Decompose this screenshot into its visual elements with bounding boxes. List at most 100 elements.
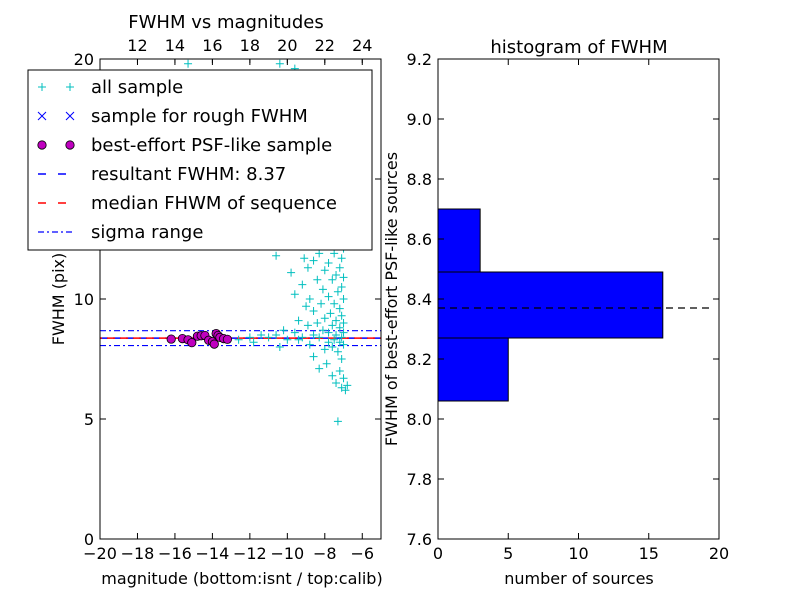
scatter-x-tick-label: −8 bbox=[313, 544, 337, 563]
all-sample-point bbox=[335, 323, 344, 332]
legend-entry: sample for rough FWHM bbox=[37, 106, 308, 127]
all-sample-point bbox=[322, 359, 331, 368]
all-sample-point bbox=[330, 335, 339, 344]
best-effort-point bbox=[187, 338, 197, 348]
all-sample-point bbox=[332, 331, 341, 339]
all-sample-point bbox=[290, 290, 299, 299]
all-sample-point bbox=[326, 309, 335, 318]
all-sample-point bbox=[272, 331, 281, 339]
all-sample-point bbox=[305, 295, 314, 303]
all-sample-point bbox=[343, 381, 352, 390]
all-sample-point bbox=[324, 292, 333, 301]
legend-entry: resultant FWHM: 8.37 bbox=[38, 164, 286, 185]
all-sample-point bbox=[337, 254, 346, 263]
scatter-x-tick-label: −18 bbox=[121, 544, 155, 563]
all-sample-point bbox=[317, 299, 326, 308]
histogram-x-tick-label: 20 bbox=[709, 544, 729, 563]
scatter-top-tick-label: 18 bbox=[240, 36, 260, 55]
scatter-top-tick-label: 12 bbox=[127, 36, 147, 55]
all-sample-point bbox=[318, 285, 327, 294]
all-sample-point bbox=[328, 343, 337, 351]
all-sample-point bbox=[333, 417, 342, 426]
histogram-y-tick-label: 8.8 bbox=[407, 170, 432, 189]
all-sample-point bbox=[300, 254, 309, 263]
legend-entry: median FHWM of sequence bbox=[38, 193, 337, 214]
all-sample-point bbox=[337, 355, 346, 363]
all-sample-point bbox=[245, 333, 254, 342]
all-sample-point bbox=[294, 335, 303, 344]
all-sample-point bbox=[324, 338, 333, 347]
scatter-x-axis-label: magnitude (bottom:isnt / top:calib) bbox=[101, 569, 382, 588]
all-sample-point bbox=[257, 331, 266, 339]
all-sample-point bbox=[320, 266, 329, 275]
all-sample-point bbox=[249, 338, 258, 347]
all-sample-point bbox=[275, 59, 284, 68]
all-sample-point bbox=[303, 263, 312, 272]
best-effort-point bbox=[222, 334, 232, 344]
all-sample-point bbox=[309, 307, 318, 315]
all-sample-point bbox=[335, 304, 344, 313]
histogram-y-tick-label: 9.2 bbox=[407, 50, 432, 69]
all-sample-point bbox=[339, 374, 348, 383]
all-sample-point bbox=[332, 379, 341, 387]
scatter-y-tick-label: 5 bbox=[84, 410, 94, 429]
scatter-x-tick-label: −10 bbox=[270, 544, 304, 563]
all-sample-point bbox=[324, 328, 333, 337]
all-sample-point bbox=[339, 340, 348, 349]
all-sample-point bbox=[330, 299, 339, 308]
all-sample-point bbox=[339, 295, 348, 303]
legend-entry: sigma range bbox=[38, 222, 203, 243]
best-effort-point bbox=[209, 339, 219, 349]
all-sample-point bbox=[320, 345, 329, 354]
all-sample-point bbox=[294, 316, 303, 325]
all-sample-point bbox=[341, 386, 350, 395]
histogram-bar bbox=[437, 337, 509, 402]
all-sample-point bbox=[313, 275, 322, 284]
all-sample-point bbox=[335, 263, 344, 272]
scatter-panel: FWHM vs magnitudes magnitude (bottom:isn… bbox=[49, 12, 383, 588]
all-sample-point bbox=[318, 326, 327, 335]
all-sample-point bbox=[309, 331, 318, 339]
legend-x-marker bbox=[65, 111, 75, 121]
all-sample-point bbox=[283, 335, 292, 344]
histogram-x-tick-label: 10 bbox=[568, 544, 588, 563]
legend-label: all sample bbox=[91, 77, 183, 98]
all-sample-point bbox=[309, 256, 318, 265]
scatter-x-tick-label: −16 bbox=[158, 544, 192, 563]
all-sample-point bbox=[298, 280, 307, 289]
scatter-y-axis-label: FWHM (pix) bbox=[49, 253, 68, 346]
all-sample-point bbox=[234, 335, 243, 344]
histogram-y-tick-label: 7.6 bbox=[407, 530, 432, 549]
legend-plus-marker bbox=[38, 83, 46, 91]
all-sample-point bbox=[184, 59, 193, 68]
best-effort-point bbox=[166, 334, 176, 344]
histogram-y-tick-label: 8.4 bbox=[407, 290, 432, 309]
all-sample-point bbox=[337, 283, 346, 291]
scatter-y-tick-label: 10 bbox=[74, 290, 94, 309]
histogram-y-tick-label: 8.0 bbox=[407, 410, 432, 429]
histogram-bar bbox=[437, 271, 664, 339]
histogram-panel: histogram of FWHM number of sources FWHM… bbox=[382, 37, 729, 588]
scatter-top-tick-label: 20 bbox=[277, 36, 297, 55]
all-sample-point bbox=[290, 328, 299, 337]
all-sample-point bbox=[315, 333, 324, 342]
histogram-y-tick-label: 9.0 bbox=[407, 110, 432, 129]
legend-x-marker bbox=[37, 111, 47, 121]
all-sample-point bbox=[333, 287, 342, 296]
legend: all sample sample for rough FWHM best-effo… bbox=[27, 69, 373, 251]
all-sample-point bbox=[339, 273, 348, 282]
scatter-x-tick-label: −20 bbox=[83, 544, 117, 563]
scatter-top-tick-label: 14 bbox=[165, 36, 185, 55]
all-sample-point bbox=[303, 321, 312, 330]
all-sample-point bbox=[332, 316, 341, 325]
legend-circle-marker bbox=[65, 140, 75, 150]
all-sample-point bbox=[315, 364, 324, 373]
histogram-y-tick-label: 8.6 bbox=[407, 230, 432, 249]
all-sample-point bbox=[264, 333, 273, 342]
legend-label: sigma range bbox=[91, 222, 203, 243]
all-sample-point bbox=[328, 321, 337, 330]
all-sample-point bbox=[335, 367, 344, 375]
all-sample-point bbox=[309, 352, 318, 361]
all-sample-point bbox=[332, 271, 341, 279]
